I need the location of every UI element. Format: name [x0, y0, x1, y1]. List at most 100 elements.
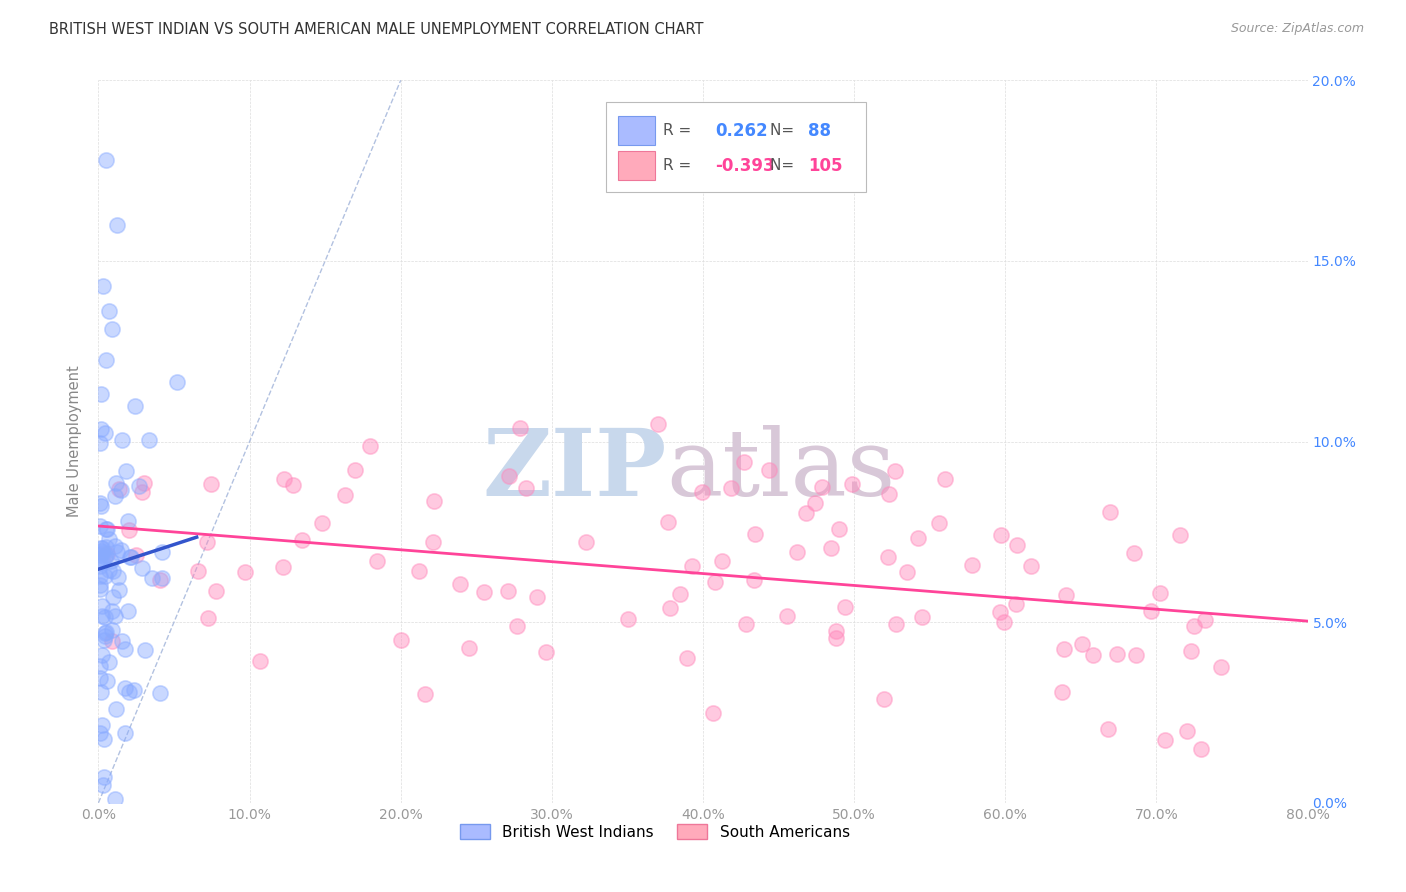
Point [834, 599, 856, 614]
Point [896, 565, 918, 579]
Point [117, 604, 139, 618]
Point [98, 304, 121, 318]
Point [658, 600, 681, 615]
Point [1053, 642, 1076, 657]
Point [907, 531, 929, 545]
Point [273, 471, 295, 485]
Point [1180, 643, 1202, 657]
Text: R =: R = [664, 123, 696, 138]
Point [90, 422, 112, 436]
Point [101, 590, 124, 604]
Point [150, 544, 173, 558]
Point [104, 476, 127, 491]
Point [118, 685, 141, 699]
Point [647, 417, 669, 431]
Point [134, 643, 156, 657]
Point [359, 439, 381, 453]
Point [1021, 559, 1043, 574]
Point [1125, 648, 1147, 662]
Point [742, 574, 765, 588]
Point [1122, 546, 1144, 560]
Point [233, 565, 256, 579]
Point [90, 550, 112, 565]
Point [96, 522, 118, 536]
Point [1083, 648, 1105, 662]
Bar [619, 117, 655, 145]
Point [94, 549, 117, 564]
Point [94, 540, 117, 554]
Point [94, 569, 117, 583]
Point [1182, 619, 1205, 633]
Point [1175, 723, 1198, 738]
Point [526, 590, 548, 604]
Point [1050, 685, 1073, 699]
Point [735, 617, 758, 632]
Point [93, 632, 115, 647]
Point [150, 571, 173, 585]
Point [423, 494, 446, 508]
Point [720, 481, 742, 495]
Point [271, 560, 294, 574]
Point [1005, 597, 1028, 611]
Point [125, 548, 148, 562]
Point [89, 496, 111, 510]
Text: atlas: atlas [666, 425, 896, 516]
Point [108, 582, 131, 597]
Point [114, 642, 136, 657]
Point [449, 576, 471, 591]
Text: ZIP: ZIP [482, 425, 666, 516]
Point [149, 573, 172, 587]
Point [1209, 660, 1232, 674]
Point [124, 399, 146, 413]
Point [1070, 637, 1092, 651]
Point [776, 608, 799, 623]
Point [115, 464, 138, 478]
Point [993, 615, 1015, 629]
Point [89, 436, 111, 450]
Bar [619, 151, 655, 180]
Point [472, 584, 495, 599]
Point [100, 604, 122, 618]
Point [96, 548, 118, 562]
Point [166, 376, 188, 390]
Point [1098, 505, 1121, 519]
Point [733, 454, 755, 468]
Point [1191, 742, 1213, 756]
Point [820, 541, 842, 556]
FancyBboxPatch shape [606, 102, 866, 193]
Point [101, 634, 124, 648]
Text: 105: 105 [808, 156, 842, 175]
Point [89, 569, 111, 583]
Text: -0.393: -0.393 [716, 156, 775, 175]
Point [811, 480, 834, 494]
Point [94, 609, 117, 624]
Point [97, 655, 120, 669]
Point [124, 682, 146, 697]
Point [960, 558, 983, 573]
Point [117, 514, 139, 528]
Point [110, 542, 132, 557]
Point [93, 732, 115, 747]
Point [98, 563, 121, 577]
Point [141, 570, 163, 584]
Point [422, 534, 444, 549]
Point [105, 544, 128, 558]
Point [110, 483, 132, 497]
Point [1149, 586, 1171, 600]
Point [91, 718, 114, 732]
Point [108, 482, 131, 496]
Point [804, 496, 827, 510]
Point [197, 611, 219, 625]
Point [94, 522, 117, 536]
Point [911, 610, 934, 624]
Point [786, 544, 808, 558]
Point [825, 631, 848, 645]
Point [128, 478, 150, 492]
Point [281, 478, 304, 492]
Point [93, 626, 115, 640]
Point [1107, 647, 1129, 661]
Point [496, 584, 519, 599]
Point [515, 481, 537, 495]
Point [877, 549, 900, 564]
Point [873, 692, 896, 706]
